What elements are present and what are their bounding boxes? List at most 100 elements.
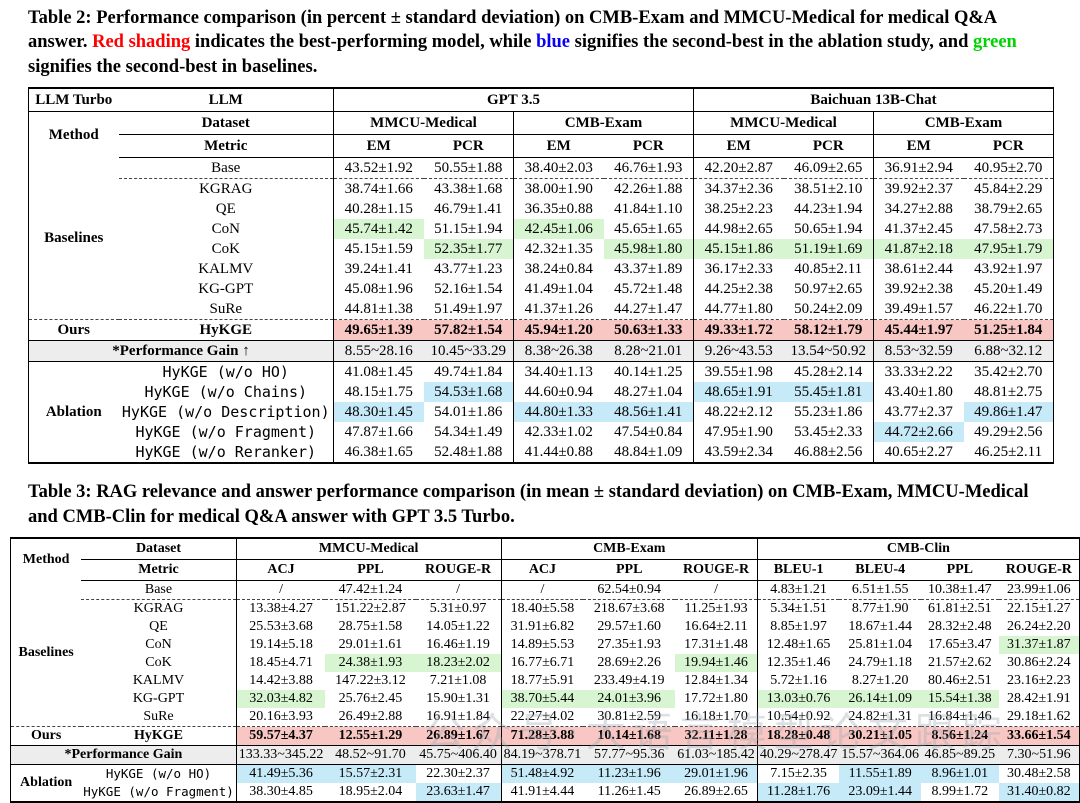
- llm-gpt35-header: GPT 3.5: [333, 88, 694, 113]
- table-cell: 42.45±1.06: [513, 219, 604, 240]
- table-cell: 42.26±1.88: [603, 178, 694, 200]
- caption-segment: signifies the second-best in baselines.: [28, 56, 318, 77]
- table-cell: 48.65±1.91: [693, 382, 784, 403]
- table-row: KALMV 14.42±3.88 147.22±3.12 7.21±1.08 18.77…: [11, 672, 1080, 691]
- performance-gain-label: *Performance Gain ↑: [28, 340, 334, 363]
- table-cell: 44.77±1.80: [693, 299, 784, 320]
- table-cell: 7.30~51.96: [998, 745, 1080, 766]
- table-cell: 28.32±2.48: [927, 619, 992, 635]
- table-cell: 52.16±1.54: [434, 281, 503, 298]
- table-cell: 47.54±0.84: [614, 424, 683, 441]
- metric-header: BLEU-4: [839, 559, 921, 582]
- table3-header-metric-row: Metric ACJ PPL ROUGE-R ACJ PPL ROUGE-R B…: [11, 559, 1080, 582]
- table-cell: 45.15±1.86: [693, 239, 784, 260]
- table-cell: 45.15±1.59: [333, 239, 424, 260]
- table-cell: 48.27±1.04: [614, 384, 683, 401]
- table-cell: 29.18±1.62: [1006, 709, 1071, 725]
- table-cell: 43.37±1.89: [614, 261, 683, 278]
- table-cell: 39.55±1.98: [693, 361, 784, 383]
- table-cell: 43.52±1.92: [333, 157, 424, 179]
- table2-header-llm-row: LLM Turbo LLM GPT 3.5 Baichuan 13B-Chat: [28, 88, 1054, 113]
- table-cell: 48.15±1.75: [333, 382, 424, 403]
- table-row: KGRAG 13.38±4.27 151.22±2.87 5.31±0.97 18.40…: [11, 599, 1080, 619]
- table-cell: 43.92±1.97: [974, 261, 1043, 278]
- table-cell: 19.94±1.46: [675, 654, 758, 673]
- metric-header: EM: [693, 134, 784, 159]
- table-cell: 46.09±2.65: [794, 160, 863, 177]
- table-cell: 14.89±5.53: [500, 636, 584, 655]
- table-cell: 47.87±1.66: [333, 422, 424, 443]
- model-name: HyKGE (w/o Fragment): [135, 423, 317, 442]
- table-cell: 40.14±1.25: [614, 364, 683, 381]
- table-cell: 47.58±2.73: [974, 221, 1043, 238]
- model-name: KG-GPT: [132, 691, 185, 707]
- table-cell: 16.64±2.11: [684, 619, 748, 635]
- table-cell: 38.30±4.85: [235, 783, 326, 803]
- model-name: SuRe: [143, 709, 174, 725]
- table-cell: 39.24±1.41: [333, 259, 424, 280]
- table-cell: 34.40±1.13: [513, 361, 604, 383]
- table-cell: 43.59±2.34: [693, 442, 784, 464]
- metric-header: PPL: [325, 559, 416, 582]
- model-name: CoN: [211, 221, 240, 238]
- table-cell: 30.81±2.59: [597, 709, 662, 725]
- table-cell: 17.31±1.48: [684, 637, 748, 653]
- table-cell: 12.35±1.46: [756, 654, 840, 673]
- table-row: HyKGE (w/o Description) 48.30±1.45 54.01±1…: [29, 402, 1054, 423]
- model-name: Base: [144, 582, 173, 598]
- table-cell: 10.45~33.29: [423, 340, 514, 363]
- table-cell: 18.45±4.71: [235, 654, 326, 673]
- table-cell: 51.15±1.94: [434, 221, 503, 238]
- table-cell: 44.23±1.94: [794, 201, 863, 218]
- table-cell: 49.33±1.72: [693, 319, 784, 341]
- model-name: HyKGE (w/o Description): [121, 403, 330, 422]
- table-cell: 51.48±4.92: [500, 764, 584, 784]
- table-cell: 24.01±3.96: [583, 690, 676, 709]
- table-row: QE 25.53±3.68 28.75±1.58 14.05±1.22 31.91±6.…: [11, 618, 1080, 637]
- table-cell: 38.74±1.66: [333, 178, 424, 200]
- table-row: Baselines Base 43.52±1.92 50.55±1.88 38.40±2…: [29, 157, 1054, 246]
- table-cell: 218.67±3.68: [583, 599, 676, 619]
- table-cell: 41.44±0.88: [513, 442, 604, 464]
- table-row: KALMV 39.24±1.41 43.77±1.23 38.24±0.84 43.37…: [29, 259, 1054, 280]
- table-cell: 45.94±1.20: [513, 319, 604, 341]
- table-cell: 21.57±2.62: [927, 655, 992, 671]
- table-cell: 11.23±1.96: [583, 764, 676, 784]
- method-label: Method: [22, 551, 70, 567]
- table-cell: 50.65±1.94: [794, 221, 863, 238]
- table-cell: 28.42±1.91: [1006, 691, 1071, 707]
- table-cell: 18.23±2.02: [415, 654, 502, 673]
- table-cell: 26.24±2.20: [1006, 619, 1071, 635]
- table-cell: 44.25±2.38: [693, 279, 784, 300]
- caption-segment: Red shading: [92, 32, 191, 53]
- table-cell: 44.60±0.94: [513, 382, 604, 403]
- table-cell: 16.18±1.70: [684, 709, 748, 725]
- table-cell: 45.84±2.29: [963, 178, 1054, 200]
- table-cell: 59.57±4.37: [235, 726, 326, 746]
- table-cell: 11.25±1.93: [675, 599, 758, 619]
- table-cell: 17.65±3.47: [927, 637, 992, 653]
- table-cell: 53.45±2.33: [794, 424, 863, 441]
- table-cell: 41.37±1.26: [513, 299, 604, 320]
- metric-header: ROUGE-R: [675, 559, 758, 582]
- table-cell: 41.87±2.18: [873, 239, 964, 260]
- table-cell: /: [235, 580, 326, 600]
- table-cell: 29.57±1.60: [597, 619, 662, 635]
- table-cell: 24.38±1.93: [325, 654, 416, 673]
- table-cell: 25.81±1.04: [848, 637, 913, 653]
- table-cell: 46.88±2.56: [794, 444, 863, 461]
- metric-label: Metric: [81, 559, 237, 582]
- table-row: SuRe 44.81±1.38 51.49±1.97 41.37±1.26 44.27±…: [29, 299, 1054, 320]
- table-cell: 15.54±1.38: [920, 690, 999, 709]
- table-cell: 6.51±1.55: [851, 582, 909, 598]
- table-cell: 41.49±1.04: [513, 279, 604, 300]
- table-cell: 18.77±5.91: [500, 672, 584, 691]
- caption-segment: Table 3: RAG relevance and answer perfor…: [28, 482, 1029, 527]
- table-cell: 15.57~364.06: [839, 745, 921, 766]
- model-name: KALMV: [132, 673, 185, 689]
- table-cell: 22.27±4.02: [500, 708, 584, 727]
- table-row: QE 40.28±1.15 46.79±1.41 36.35±0.88 41.84±1.…: [29, 199, 1054, 220]
- table-cell: 35.42±2.70: [974, 364, 1043, 381]
- table-cell: 45.98±1.80: [603, 239, 694, 260]
- table3: Method Dataset MMCU-Medical CMB-Exam CMB…: [10, 537, 1080, 803]
